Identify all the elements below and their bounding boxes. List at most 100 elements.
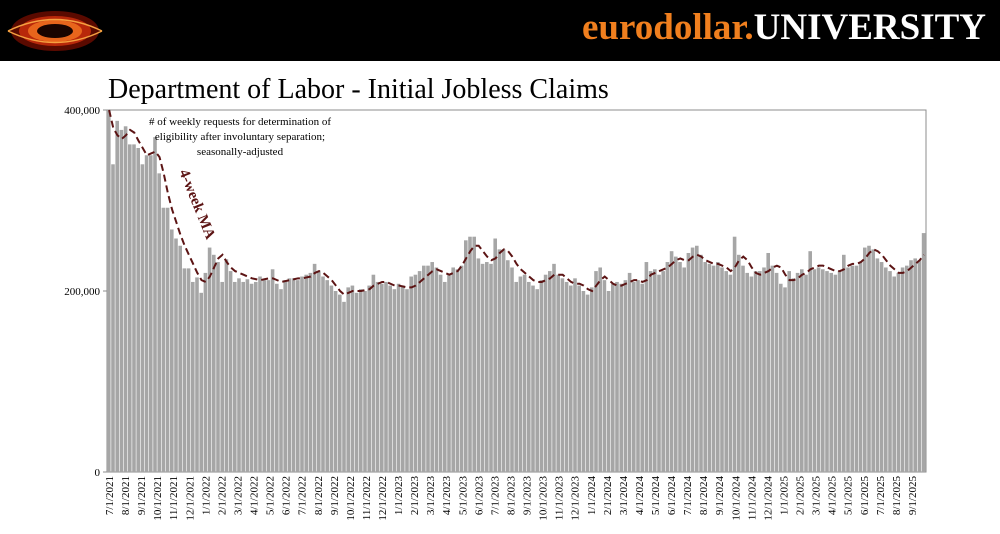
bar xyxy=(308,272,313,472)
bar xyxy=(749,276,754,472)
bar xyxy=(396,283,401,472)
x-tick-label: 1/1/2022 xyxy=(200,476,212,515)
bar xyxy=(619,283,623,472)
bar xyxy=(342,301,346,472)
bar xyxy=(548,271,552,472)
bar xyxy=(270,269,275,472)
bar xyxy=(686,252,691,472)
bar xyxy=(821,269,825,472)
bar xyxy=(632,281,636,472)
bar xyxy=(405,289,409,472)
bar xyxy=(724,271,728,472)
y-tick-label: 200,000 xyxy=(64,286,100,298)
bar xyxy=(279,289,283,472)
bar xyxy=(636,280,640,472)
bar xyxy=(359,289,363,472)
x-tick-label: 7/1/2022 xyxy=(297,476,309,515)
x-tick-label: 12/1/2021 xyxy=(184,476,196,521)
bar xyxy=(623,280,628,472)
bar xyxy=(564,281,569,472)
bar xyxy=(808,251,812,472)
bar xyxy=(590,287,594,472)
bar xyxy=(522,274,527,472)
bar xyxy=(161,207,166,473)
x-tick-label: 8/1/2025 xyxy=(891,476,903,516)
bar xyxy=(333,291,338,472)
x-tick-label: 4/1/2023 xyxy=(441,476,453,516)
chart-annotation-line: seasonally-adjusted xyxy=(197,146,284,158)
bar xyxy=(153,137,157,472)
bar xyxy=(909,260,913,472)
bar xyxy=(249,283,254,472)
bar xyxy=(447,274,451,472)
bar xyxy=(216,262,220,472)
x-tick-label: 11/1/2021 xyxy=(168,476,180,520)
bar xyxy=(900,267,905,472)
x-tick-label: 1/1/2025 xyxy=(778,476,790,516)
bar xyxy=(875,258,880,472)
x-tick-label: 2/1/2024 xyxy=(602,476,614,516)
bar xyxy=(829,272,833,472)
bar xyxy=(191,281,195,472)
x-tick-label: 3/1/2024 xyxy=(618,476,630,516)
bar xyxy=(464,240,468,472)
bar xyxy=(711,265,716,472)
bar xyxy=(791,278,796,472)
bar xyxy=(800,269,804,472)
x-tick-label: 5/1/2025 xyxy=(843,476,855,516)
bar xyxy=(543,274,548,472)
bar xyxy=(107,110,111,472)
bar xyxy=(174,238,178,472)
x-tick-label: 1/1/2024 xyxy=(586,476,598,516)
bar xyxy=(741,265,745,472)
bar xyxy=(644,262,649,472)
bar xyxy=(539,280,544,472)
x-tick-label: 12/1/2023 xyxy=(570,476,582,521)
bar xyxy=(128,144,132,472)
x-tick-label: 9/1/2024 xyxy=(714,476,726,516)
bar xyxy=(182,268,187,473)
x-tick-label: 10/1/2024 xyxy=(730,476,742,521)
bar xyxy=(237,278,241,472)
chart-annotation-line: eligibility after involuntary separation… xyxy=(155,131,325,143)
bar xyxy=(266,280,271,472)
bar xyxy=(207,247,212,472)
bar xyxy=(312,263,317,472)
x-tick-label: 9/1/2023 xyxy=(522,476,534,516)
bar xyxy=(837,271,842,472)
bar xyxy=(451,267,455,472)
bar xyxy=(199,292,203,472)
bar xyxy=(304,274,308,472)
x-tick-label: 9/1/2022 xyxy=(329,476,341,515)
x-tick-label: 2/1/2025 xyxy=(795,476,807,516)
bar xyxy=(577,285,581,472)
bar xyxy=(879,262,884,472)
bar xyxy=(913,258,917,472)
bar xyxy=(170,229,174,472)
bar xyxy=(422,265,426,472)
bar xyxy=(892,276,896,472)
bar xyxy=(699,254,703,472)
bar xyxy=(581,291,586,472)
moving-average-label: 4-week MA xyxy=(175,167,218,242)
bar xyxy=(716,262,720,472)
x-tick-label: 12/1/2024 xyxy=(762,476,774,521)
bar xyxy=(602,280,607,472)
bar xyxy=(766,252,770,472)
x-tick-label: 2/1/2023 xyxy=(409,476,421,516)
bar xyxy=(917,260,922,472)
bar xyxy=(695,245,699,472)
bar xyxy=(535,289,539,472)
bar xyxy=(346,287,350,472)
bar xyxy=(732,236,737,472)
bar xyxy=(165,207,170,473)
bar xyxy=(657,274,661,472)
bar xyxy=(787,271,791,472)
bar xyxy=(317,271,321,472)
bar xyxy=(149,155,153,472)
bar xyxy=(816,267,821,472)
bar xyxy=(611,283,615,472)
bar xyxy=(388,285,392,472)
x-tick-label: 5/1/2024 xyxy=(650,476,662,516)
bar xyxy=(556,274,560,472)
